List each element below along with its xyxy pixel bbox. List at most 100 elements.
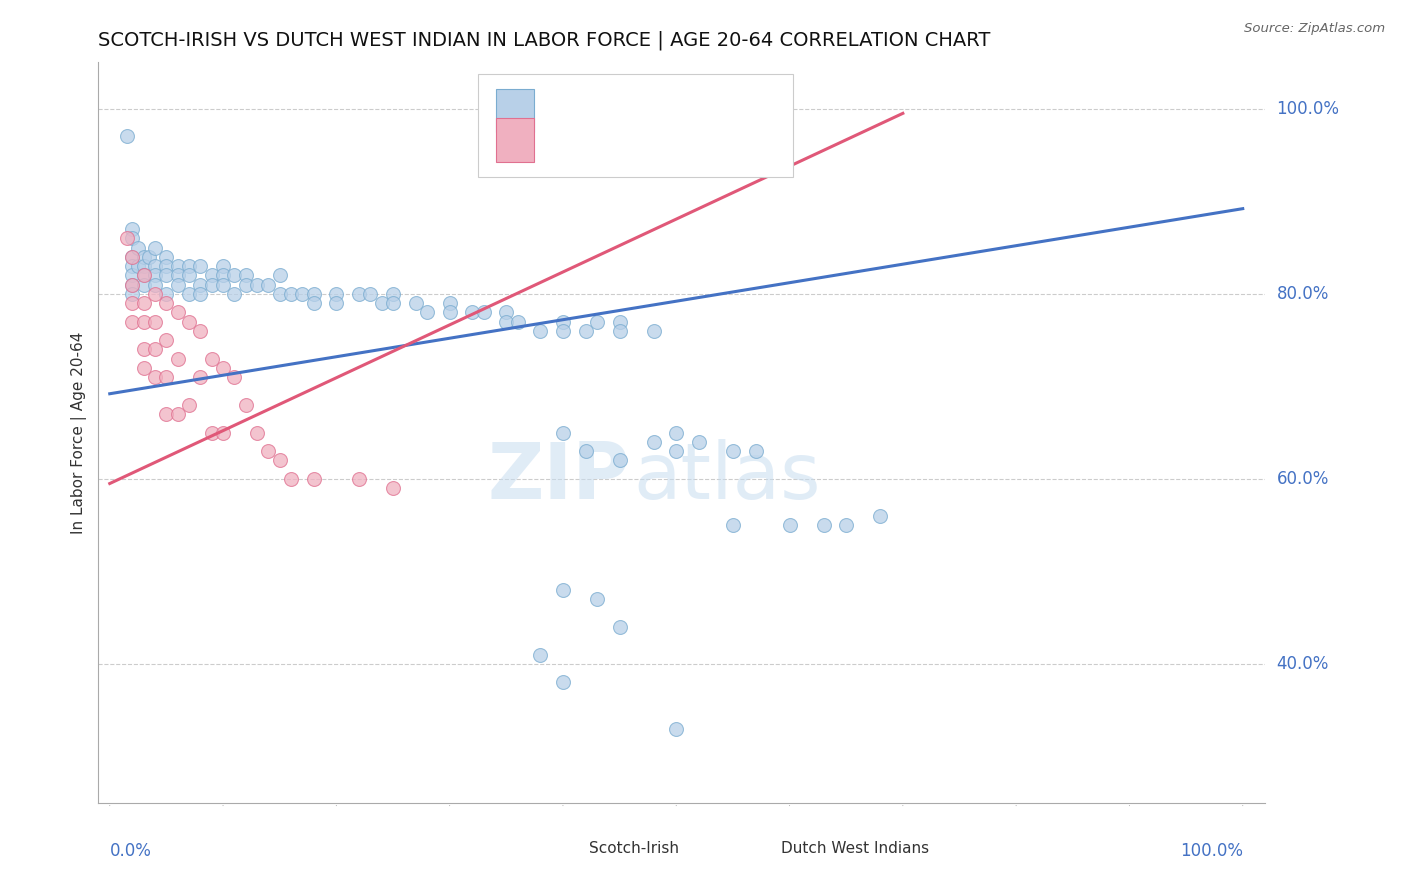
Point (212, 425, 235, 440)
Point (643, 434, 665, 449)
Point (212, 268, 235, 283)
Point (586, 315, 609, 329)
Point (155, 286, 177, 301)
Point (439, 305, 461, 319)
Point (143, 286, 166, 301)
Point (155, 296, 177, 310)
Point (246, 425, 269, 440)
Point (370, 296, 392, 310)
Point (155, 333, 177, 347)
Point (201, 268, 224, 283)
Point (121, 268, 143, 283)
Point (291, 286, 314, 301)
Point (347, 286, 370, 301)
Text: ZIP: ZIP (486, 439, 630, 515)
Text: R = 0.562: R = 0.562 (546, 131, 628, 149)
Text: SCOTCH-IRISH VS DUTCH WEST INDIAN IN LABOR FORCE | AGE 20-64 CORRELATION CHART: SCOTCH-IRISH VS DUTCH WEST INDIAN IN LAB… (98, 30, 991, 50)
Point (609, 453, 631, 467)
Point (121, 222, 143, 236)
Point (132, 360, 155, 375)
Text: Scotch-Irish: Scotch-Irish (589, 841, 679, 856)
Point (132, 259, 155, 273)
Point (269, 268, 291, 283)
FancyBboxPatch shape (733, 835, 769, 863)
Text: N = 38: N = 38 (654, 131, 711, 149)
Point (665, 722, 688, 736)
Text: 60.0%: 60.0% (1277, 470, 1329, 488)
Point (325, 286, 347, 301)
Point (302, 286, 325, 301)
Point (132, 315, 155, 329)
Point (813, 518, 835, 533)
Point (166, 277, 188, 292)
Text: R = 0.201: R = 0.201 (546, 102, 628, 120)
Point (201, 425, 224, 440)
Point (121, 296, 143, 310)
Point (127, 240, 149, 255)
Text: 100.0%: 100.0% (1277, 100, 1340, 118)
Point (143, 277, 166, 292)
Point (235, 277, 257, 292)
Point (143, 268, 166, 283)
Point (132, 343, 155, 357)
Point (166, 268, 188, 283)
Point (121, 286, 143, 301)
Y-axis label: In Labor Force | Age 20-64: In Labor Force | Age 20-64 (72, 332, 87, 533)
Point (506, 315, 529, 329)
Point (280, 286, 302, 301)
Point (132, 277, 155, 292)
Point (121, 259, 143, 273)
Text: 100.0%: 100.0% (1180, 842, 1243, 860)
Point (190, 286, 212, 301)
Point (472, 305, 495, 319)
Point (235, 268, 257, 283)
Point (212, 360, 235, 375)
Point (155, 250, 177, 264)
Point (177, 259, 200, 273)
Point (382, 286, 405, 301)
Point (235, 398, 257, 412)
Point (201, 277, 224, 292)
Point (155, 268, 177, 283)
Point (190, 370, 212, 384)
Point (382, 481, 405, 495)
Point (257, 444, 280, 458)
Point (201, 351, 224, 366)
Point (609, 324, 631, 338)
Point (586, 592, 609, 607)
Point (325, 296, 347, 310)
Point (212, 259, 235, 273)
Point (551, 425, 574, 440)
Point (744, 444, 766, 458)
Point (257, 277, 280, 292)
Point (121, 250, 143, 264)
Point (665, 444, 688, 458)
Point (132, 250, 155, 264)
Point (405, 296, 427, 310)
Point (166, 305, 188, 319)
Point (382, 296, 405, 310)
Point (166, 351, 188, 366)
Point (609, 620, 631, 634)
Point (166, 407, 188, 421)
FancyBboxPatch shape (496, 88, 534, 132)
Point (280, 472, 302, 486)
Point (155, 259, 177, 273)
Point (439, 296, 461, 310)
Point (302, 472, 325, 486)
Point (121, 277, 143, 292)
Point (132, 296, 155, 310)
Point (121, 315, 143, 329)
Text: N = 94: N = 94 (654, 102, 711, 120)
Point (529, 648, 551, 662)
Point (347, 472, 370, 486)
Point (177, 268, 200, 283)
Point (461, 305, 484, 319)
Point (132, 268, 155, 283)
Text: 40.0%: 40.0% (1277, 655, 1329, 673)
Point (575, 444, 598, 458)
Point (212, 277, 235, 292)
Text: Dutch West Indians: Dutch West Indians (782, 841, 929, 856)
Text: Source: ZipAtlas.com: Source: ZipAtlas.com (1244, 22, 1385, 36)
Point (115, 129, 138, 144)
